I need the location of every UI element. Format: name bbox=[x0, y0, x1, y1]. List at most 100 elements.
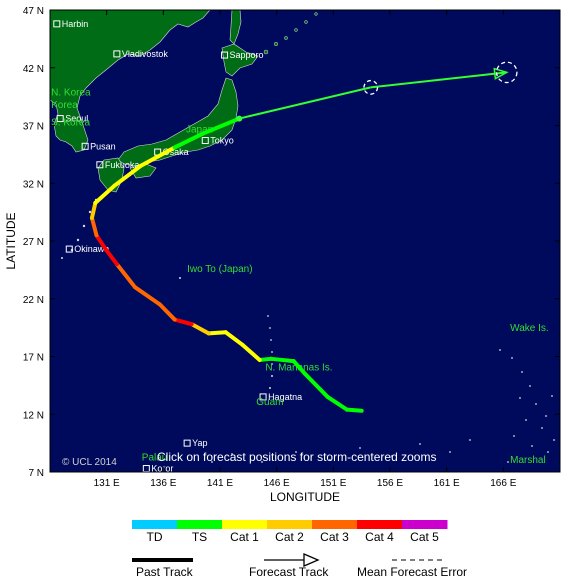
region-label: Japan bbox=[186, 124, 213, 135]
past-track-segment bbox=[223, 330, 245, 347]
ocean-area bbox=[50, 10, 560, 472]
region-label: Wake Is. bbox=[510, 323, 549, 334]
past-track-segment bbox=[189, 322, 211, 336]
intensity-label: Cat 3 bbox=[320, 530, 349, 544]
region-label: Guam bbox=[256, 397, 283, 408]
region-label: Marshal bbox=[510, 455, 546, 466]
forecast-layer bbox=[236, 61, 518, 122]
past-track-segment bbox=[157, 302, 177, 322]
intensity-label: TS bbox=[192, 530, 207, 544]
city-marker: Fukuoka bbox=[96, 160, 140, 170]
city-square-icon bbox=[96, 161, 104, 169]
x-tick-label: 136 E bbox=[150, 478, 176, 489]
intensity-label: Cat 4 bbox=[365, 530, 394, 544]
sakhalin-island bbox=[229, 10, 242, 45]
city-label: Seoul bbox=[65, 114, 88, 124]
city-label: Tokyo bbox=[210, 136, 234, 146]
kuril-islands bbox=[263, 12, 318, 55]
city-square-icon bbox=[56, 115, 64, 123]
hokkaido-island bbox=[221, 43, 259, 77]
city-square-icon bbox=[65, 245, 73, 253]
past-track-segment bbox=[291, 359, 307, 376]
past-track-segment bbox=[103, 247, 119, 267]
forecast-position-circle[interactable] bbox=[363, 79, 379, 95]
region-label: S. Korea bbox=[51, 118, 90, 129]
past-track-segment bbox=[114, 262, 137, 290]
city-square-icon bbox=[259, 393, 267, 401]
x-tick-label: 151 E bbox=[320, 478, 346, 489]
x-tick-label: 141 E bbox=[207, 478, 233, 489]
intensity-swatch bbox=[402, 520, 448, 529]
y-tick-label: 47 N bbox=[23, 6, 44, 17]
city-marker: Harbin bbox=[53, 19, 88, 29]
region-label: Iwo To (Japan) bbox=[187, 264, 252, 275]
y-tick-label: 12 N bbox=[23, 410, 44, 421]
city-label: Yap bbox=[192, 438, 207, 448]
region-label: N. Korea bbox=[51, 87, 91, 98]
intensity-swatch bbox=[132, 520, 178, 529]
x-tick-label: 161 E bbox=[434, 478, 460, 489]
axis-layer: 131 E 136 E 141 E 146 E 151 E 156 E 161 E 166 E… bbox=[23, 6, 560, 489]
past-track-segment bbox=[303, 371, 330, 399]
past-track-segment bbox=[94, 233, 108, 252]
past-track-segment bbox=[172, 317, 194, 327]
mariana-islands bbox=[267, 315, 273, 389]
intensity-labels: TD TS Cat 1 Cat 2 Cat 3 Cat 4 Cat 5 bbox=[147, 530, 440, 544]
y-tick-label: 27 N bbox=[23, 237, 44, 248]
past-track-segment bbox=[240, 342, 262, 362]
city-label: Vladivostok bbox=[122, 49, 169, 59]
forecast-position-circle[interactable] bbox=[495, 61, 518, 84]
region-label: Korea bbox=[51, 100, 78, 111]
city-label: Fukuoka bbox=[105, 160, 140, 170]
y-axis-title: LATITUDE bbox=[4, 212, 18, 269]
city-square-icon bbox=[53, 20, 61, 28]
city-marker: Yap bbox=[183, 438, 207, 448]
intensity-swatch bbox=[177, 520, 223, 529]
intensity-label: Cat 2 bbox=[275, 530, 304, 544]
city-marker: Tokyo bbox=[201, 136, 234, 146]
y-tick-label: 42 N bbox=[23, 64, 44, 75]
city-marker: Seoul bbox=[56, 114, 88, 124]
region-label: Palau bbox=[142, 452, 168, 463]
past-track-segment bbox=[89, 200, 98, 220]
forecast-track-segment bbox=[370, 71, 507, 89]
forecast-zoom-notice[interactable]: Click on forecast positions for storm-ce… bbox=[157, 450, 436, 464]
city-label: Sapporo bbox=[230, 50, 264, 60]
past-track-segment bbox=[112, 163, 143, 188]
city-square-icon bbox=[201, 137, 209, 145]
intensity-swatch bbox=[267, 520, 313, 529]
y-tick-label: 17 N bbox=[23, 353, 44, 364]
x-axis-title: LONGITUDE bbox=[270, 490, 340, 504]
past-track-segment bbox=[138, 145, 177, 168]
city-label: Osaka bbox=[163, 147, 189, 157]
city-marker: Pusan bbox=[81, 141, 116, 151]
past-track-label: Past Track bbox=[136, 565, 194, 579]
credit-text: © UCL 2014 bbox=[62, 457, 117, 468]
intensity-label: TD bbox=[147, 530, 163, 544]
mean-error-label: Mean Forecast Error bbox=[357, 565, 467, 579]
y-tick-label: 22 N bbox=[23, 295, 44, 306]
track-legend: Past Track Forecast Track Mean Forecast … bbox=[132, 553, 467, 579]
y-tick-label: 32 N bbox=[23, 179, 44, 190]
city-label: Pusan bbox=[90, 141, 116, 151]
past-track-segment bbox=[89, 215, 99, 238]
city-square-icon bbox=[221, 51, 229, 59]
past-track-segment bbox=[172, 131, 205, 150]
past-track-segment bbox=[93, 183, 117, 205]
past-track-segment bbox=[269, 356, 296, 364]
city-label: Okinawa bbox=[74, 244, 109, 254]
mainland-asia bbox=[50, 10, 211, 153]
city-marker: Vladivostok bbox=[113, 49, 169, 59]
past-track-segment bbox=[133, 285, 162, 307]
intensity-swatch bbox=[357, 520, 403, 529]
x-tick-label: 146 E bbox=[264, 478, 290, 489]
city-label: Hagatna bbox=[268, 392, 302, 402]
pacific-atolls bbox=[179, 277, 555, 463]
intensity-swatch bbox=[312, 520, 358, 529]
intensity-legend: TD TS Cat 1 Cat 2 Cat 3 Cat 4 Cat 5 bbox=[132, 520, 448, 544]
intensity-color-bar bbox=[132, 520, 448, 529]
city-marker: Sapporo bbox=[221, 50, 264, 60]
city-marker: Okinawa bbox=[65, 244, 109, 254]
city-square-icon bbox=[183, 439, 191, 447]
